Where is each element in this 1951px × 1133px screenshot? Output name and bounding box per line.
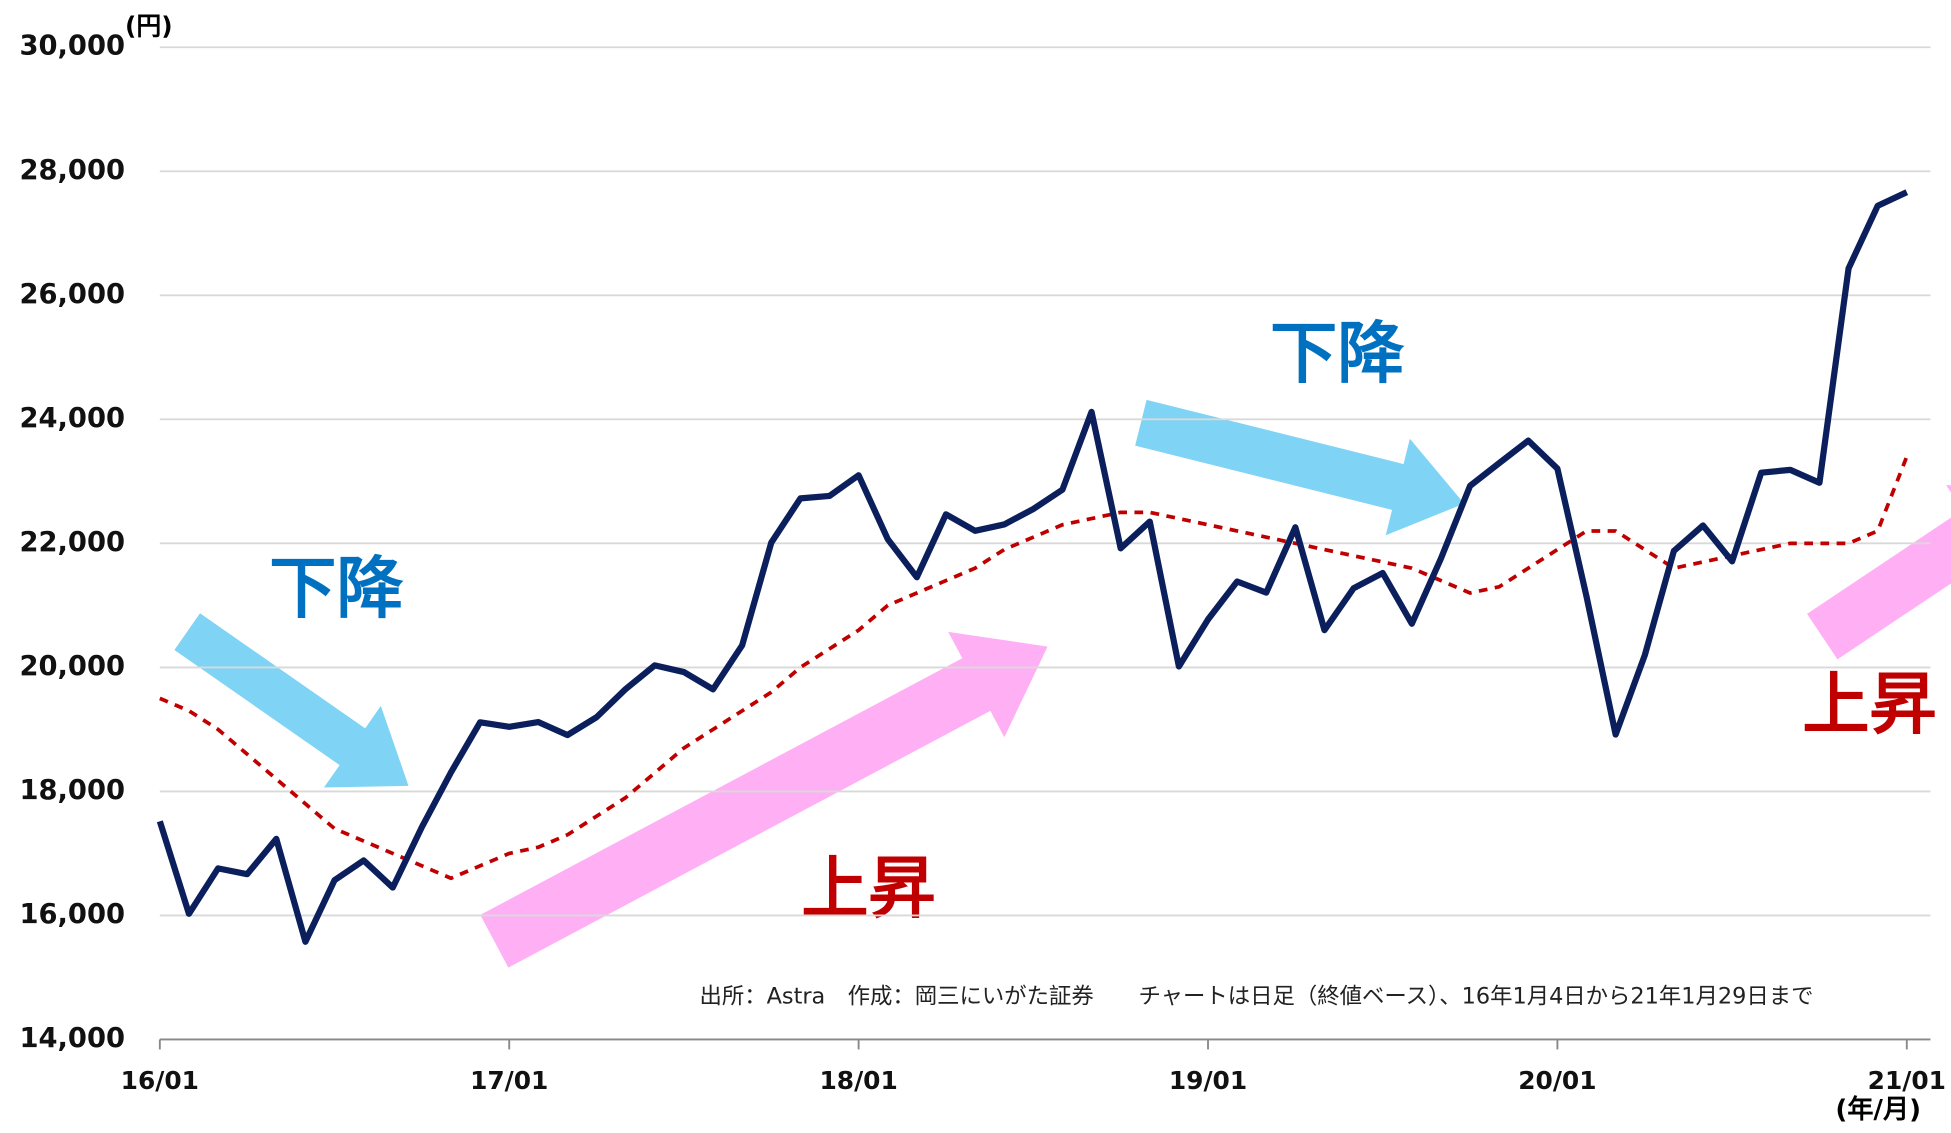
x-tick-label: 16/01 [121, 1066, 199, 1095]
y-tick-label: 16,000 [19, 899, 125, 930]
y-unit-label: (円) [125, 11, 173, 40]
y-tick-label: 30,000 [19, 31, 125, 62]
y-tick-label: 28,000 [19, 155, 125, 186]
annotation: 下降 [269, 550, 404, 628]
arrow [174, 613, 409, 788]
y-tick-label: 26,000 [19, 279, 125, 310]
x-tick-label: 19/01 [1169, 1066, 1247, 1095]
annotation: 上昇 [1802, 665, 1936, 743]
arrow [480, 631, 1048, 968]
annotation: 上昇 [801, 849, 935, 927]
x-tick-label: 20/01 [1518, 1066, 1596, 1095]
y-tick-label: 24,000 [19, 403, 125, 434]
series-line [159, 455, 1909, 881]
series-line [156, 189, 1909, 945]
arrows [174, 399, 1951, 968]
source-note: 出所：Astra 作成：岡三にいがた証券 チャートは日足（終値ベース）、16年1… [700, 984, 1814, 1010]
x-tick-label: 17/01 [470, 1066, 548, 1095]
y-tick-label: 18,000 [19, 775, 125, 806]
y-tick-label: 14,000 [19, 1023, 125, 1054]
y-tick-label: 22,000 [19, 527, 125, 558]
arrow [1135, 399, 1465, 536]
x-tick-label: 21/01 [1868, 1066, 1946, 1095]
arrow [1807, 485, 1951, 660]
y-tick-label: 20,000 [19, 651, 125, 682]
x-tick-label: 18/01 [819, 1066, 897, 1095]
annotation: 下降 [1270, 315, 1405, 393]
x-unit-label: (年/月) [1835, 1094, 1921, 1125]
